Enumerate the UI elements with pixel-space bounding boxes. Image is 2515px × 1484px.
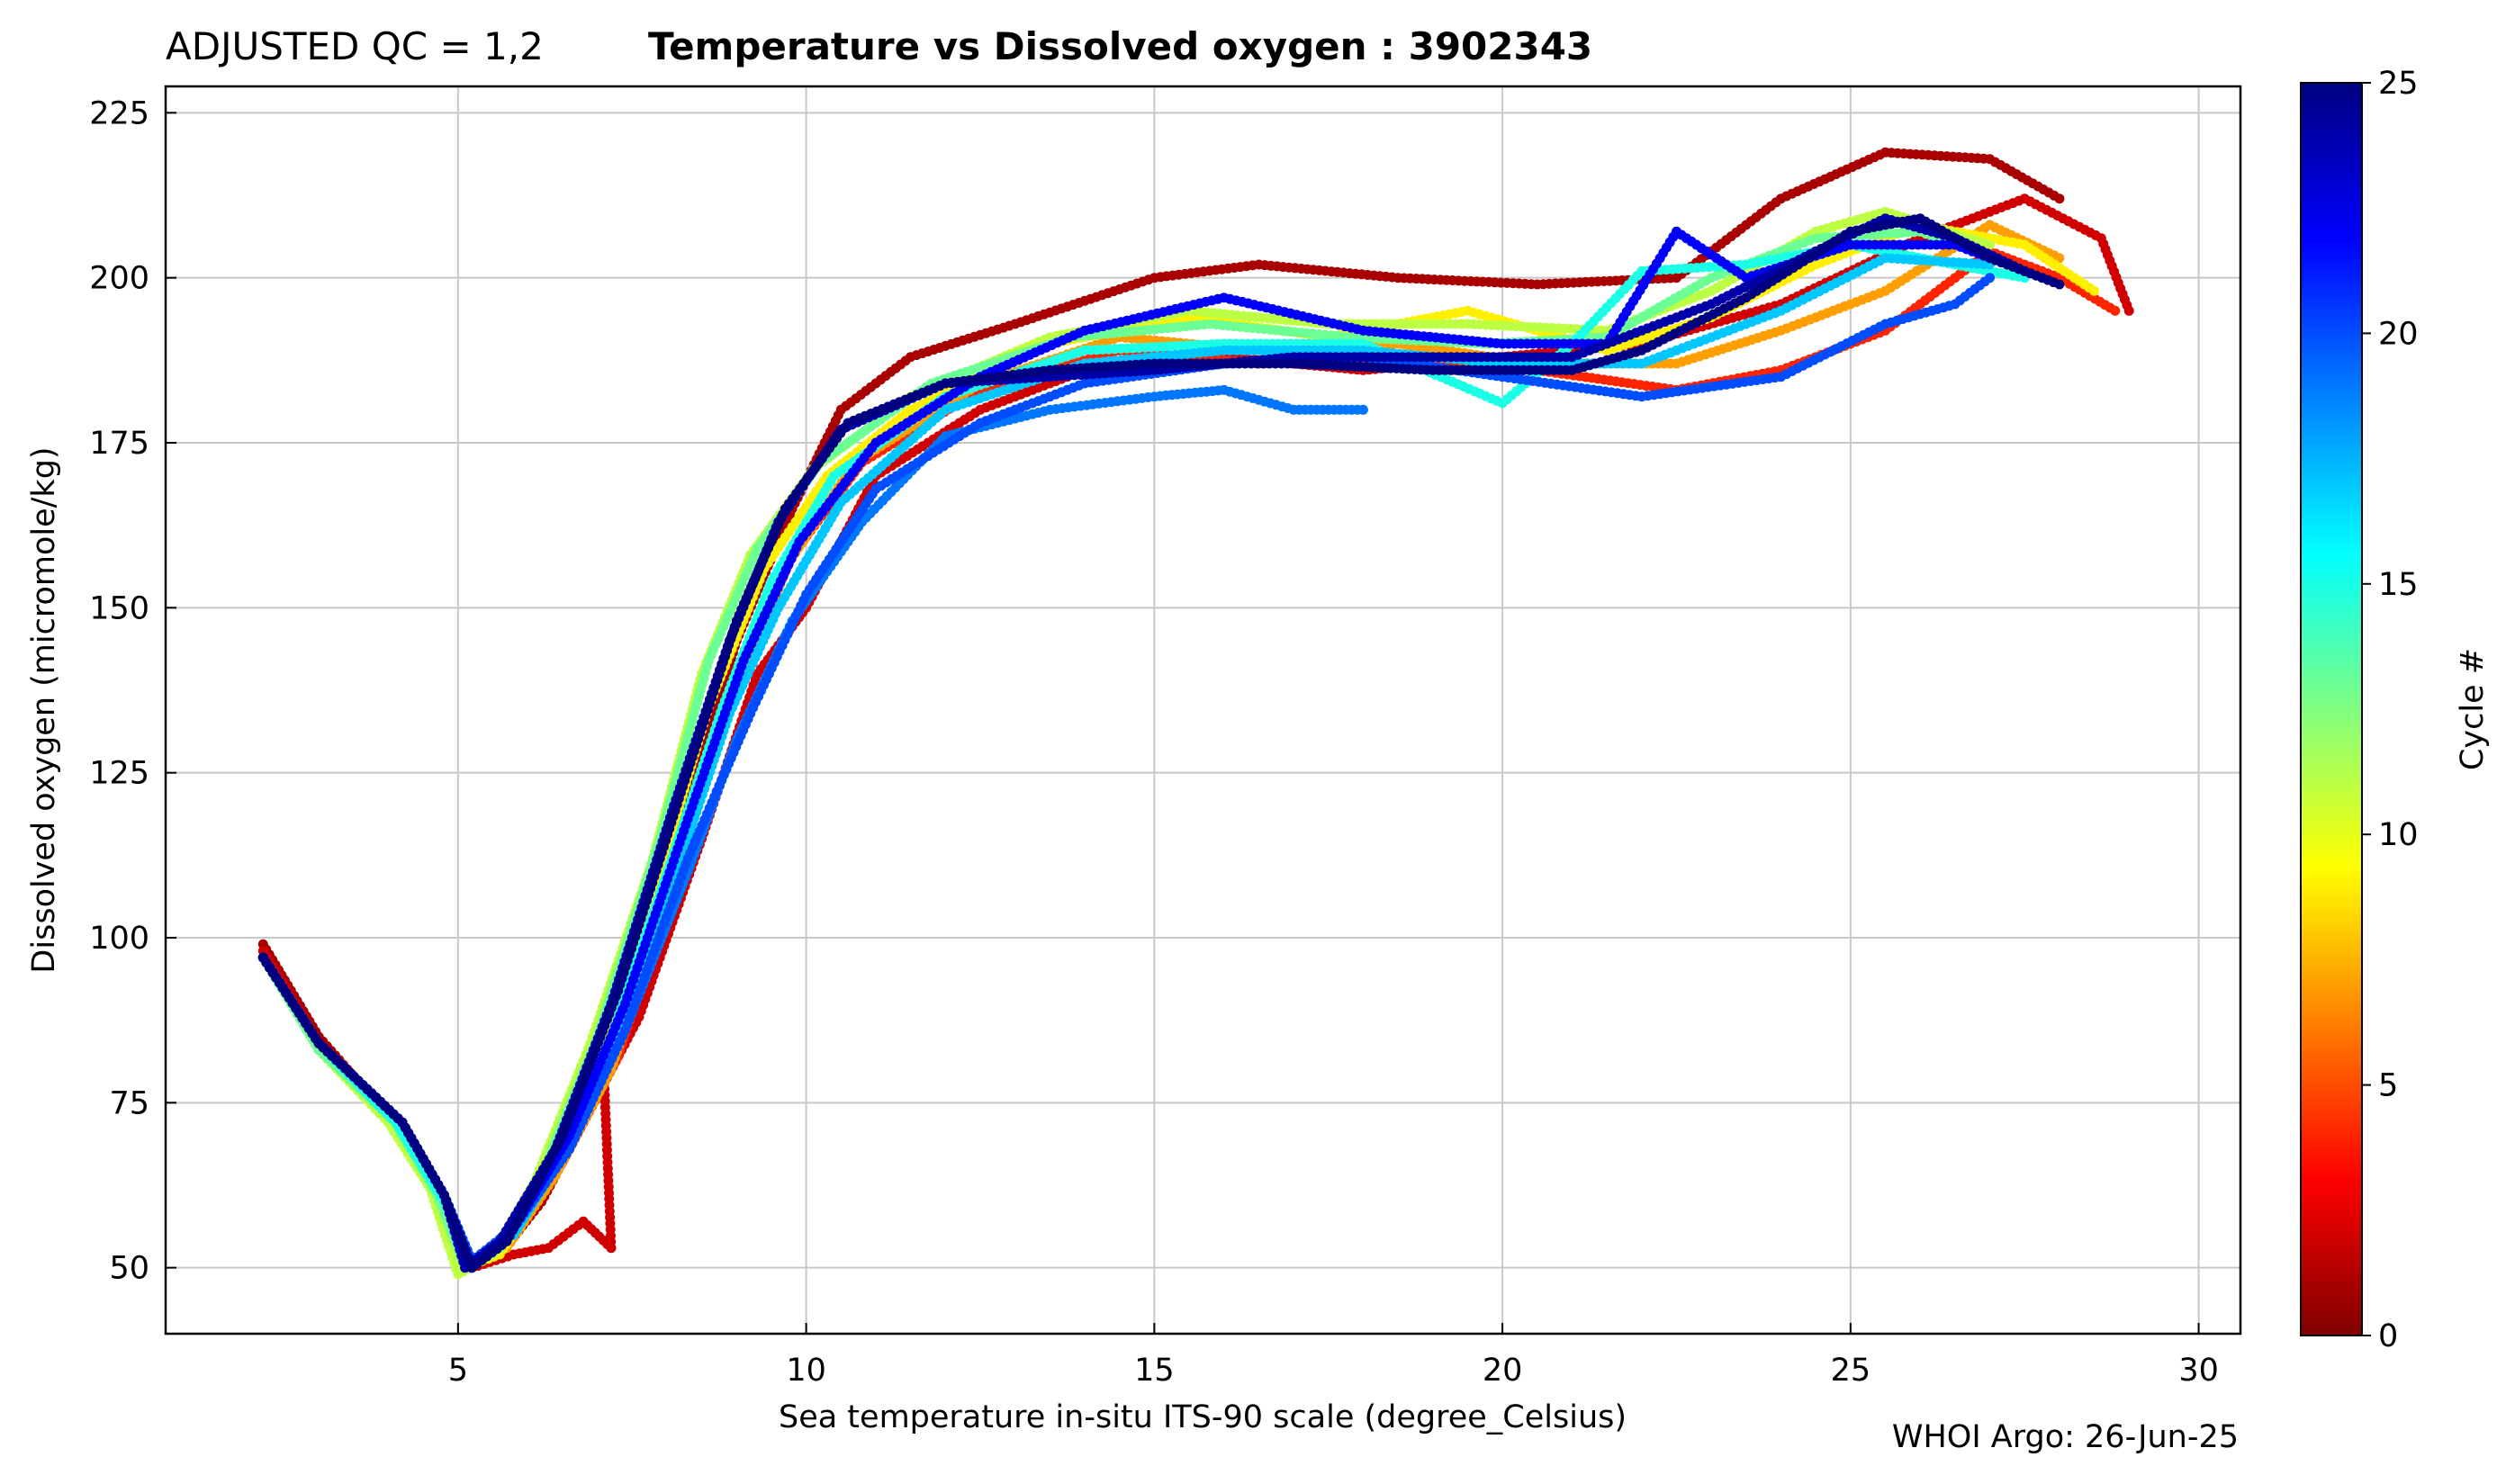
data-point	[1985, 273, 1995, 283]
data-point	[1985, 239, 1995, 250]
series-cycle-9	[257, 220, 2100, 1273]
data-point	[1357, 404, 1368, 415]
qc-label: ADJUSTED QC = 1,2	[166, 24, 544, 68]
series-cycle-17	[257, 253, 1995, 1266]
data-point	[2110, 305, 2121, 316]
series-cycle-4	[257, 246, 2121, 1266]
grid-lines	[166, 86, 2240, 1334]
series-cycle-20	[257, 273, 1995, 1266]
data-point	[2123, 305, 2134, 316]
data-points	[257, 147, 2134, 1280]
series-cycle-7	[257, 220, 2065, 1266]
data-point	[2089, 285, 2100, 296]
data-point	[2054, 193, 2065, 204]
chart-title: Temperature vs Dissolved oxygen : 390234…	[648, 24, 1592, 68]
